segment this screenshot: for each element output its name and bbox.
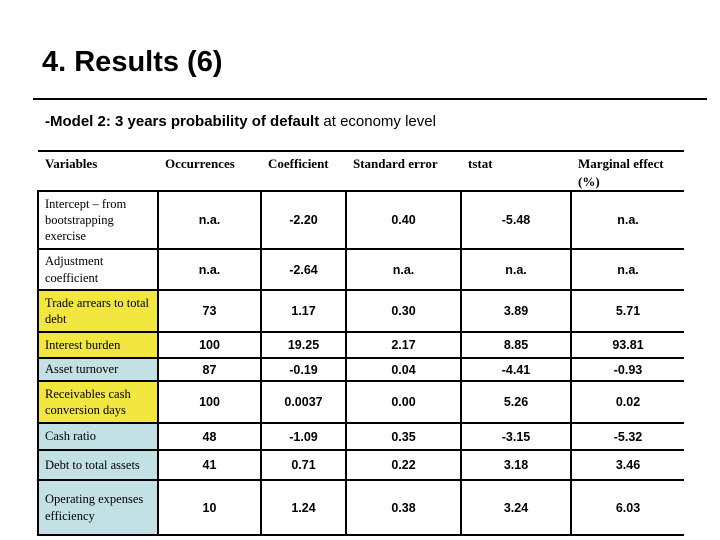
value-cell: -0.19 [260,357,347,383]
value-cell: 93.81 [570,331,684,360]
value-cell: 0.02 [570,380,684,425]
value-cell: 100 [157,380,262,425]
value-cell: n.a. [345,248,462,292]
value-cell: 3.24 [460,479,572,537]
table-row: Receivables cash conversion days 100 0.003… [37,380,684,425]
variable-cell: Debt to total assets [37,449,159,482]
value-cell: 0.30 [345,289,462,334]
value-cell: n.a. [570,248,684,292]
value-cell: 1.17 [260,289,347,334]
value-cell: 10 [157,479,262,537]
value-cell: 41 [157,449,262,482]
value-cell: -2.64 [260,248,347,292]
value-cell: n.a. [570,190,684,251]
column-header: Coefficient [261,149,346,193]
value-cell: 100 [157,331,262,360]
column-header: Occurrences [158,149,261,193]
table-row: Adjustment coefficient n.a. -2.64 n.a. n.a. n… [37,248,684,292]
table-row: Asset turnover 87 -0.19 0.04 -4.41 -0.93 [37,357,684,383]
value-cell: 48 [157,422,262,452]
value-cell: 3.46 [570,449,684,482]
table-header-row: Variables Occurrences Coefficient Standard … [38,149,684,193]
value-cell: -1.09 [260,422,347,452]
subtitle-model-label: -Model 2: 3 years probability of default [45,113,320,130]
variable-cell: Intercept – from bootstrapping exercise [37,190,159,251]
table-row: Operating expenses efficiency 10 1.24 0.38 3… [37,479,684,537]
value-cell: 19.25 [260,331,347,360]
variable-cell: Interest burden [37,331,159,360]
value-cell: -2.20 [260,190,347,251]
slide-title: 4. Results (6) [42,46,223,78]
value-cell: 5.26 [460,380,572,425]
value-cell: 5.71 [570,289,684,334]
value-cell: -5.32 [570,422,684,452]
value-cell: 3.89 [460,289,572,334]
table-body: Intercept – from bootstrapping exercise n… [37,190,684,537]
value-cell: 0.35 [345,422,462,452]
column-header: tstat [461,149,571,193]
value-cell: 2.17 [345,331,462,360]
value-cell: 0.22 [345,449,462,482]
variable-cell: Operating expenses efficiency [37,479,159,537]
slide-subtitle: -Model 2: 3 years probability of default… [45,113,436,130]
table-row: Cash ratio 48 -1.09 0.35 -3.15 -5.32 [37,422,684,452]
column-header: Marginal effect (%) [571,149,684,193]
column-header: Variables [38,149,158,193]
value-cell: 1.24 [260,479,347,537]
variable-cell: Asset turnover [37,357,159,383]
variable-cell: Adjustment coefficient [37,248,159,292]
value-cell: -3.15 [460,422,572,452]
variable-cell: Receivables cash conversion days [37,380,159,425]
value-cell: n.a. [157,190,262,251]
variable-cell: Trade arrears to total debt [37,289,159,334]
value-cell: 87 [157,357,262,383]
results-table: Variables Occurrences Coefficient Standard … [37,149,684,537]
value-cell: 3.18 [460,449,572,482]
value-cell: 0.71 [260,449,347,482]
value-cell: 0.0037 [260,380,347,425]
title-divider [33,98,707,100]
subtitle-level-label: at economy level [319,113,436,130]
value-cell: 0.04 [345,357,462,383]
table-row: Trade arrears to total debt 73 1.17 0.30 3.8… [37,289,684,334]
value-cell: 0.00 [345,380,462,425]
value-cell: 0.40 [345,190,462,251]
value-cell: n.a. [460,248,572,292]
value-cell: 6.03 [570,479,684,537]
table-row: Interest burden 100 19.25 2.17 8.85 93.81 [37,331,684,360]
variable-cell: Cash ratio [37,422,159,452]
value-cell: -0.93 [570,357,684,383]
value-cell: -5.48 [460,190,572,251]
value-cell: 8.85 [460,331,572,360]
value-cell: 73 [157,289,262,334]
table-row: Intercept – from bootstrapping exercise n… [37,190,684,251]
value-cell: n.a. [157,248,262,292]
value-cell: -4.41 [460,357,572,383]
table-row: Debt to total assets 41 0.71 0.22 3.18 3.46 [37,449,684,482]
column-header: Standard error [346,149,461,193]
value-cell: 0.38 [345,479,462,537]
